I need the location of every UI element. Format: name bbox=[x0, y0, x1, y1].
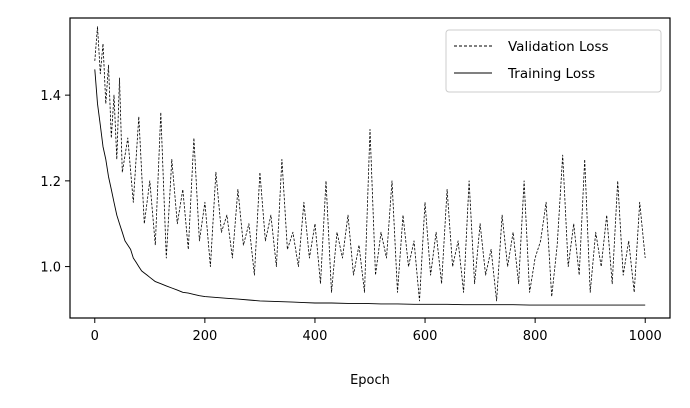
y-tick-label: 1.2 bbox=[40, 175, 61, 190]
y-tick-label: 1.0 bbox=[40, 261, 61, 276]
x-tick-label: 800 bbox=[523, 329, 548, 344]
legend: Validation Loss Training Loss bbox=[445, 29, 662, 93]
legend-label-validation: Validation Loss bbox=[508, 39, 609, 55]
x-tick-label: 1000 bbox=[629, 329, 662, 344]
plot-frame bbox=[69, 17, 671, 319]
x-axis-ticks: 0 200 400 600 800 1000 bbox=[91, 318, 662, 344]
x-tick-label: 200 bbox=[192, 329, 217, 344]
x-tick-label: 600 bbox=[413, 329, 438, 344]
validation-loss-line bbox=[94, 26, 646, 302]
training-loss-line bbox=[94, 69, 646, 306]
x-axis-label: Epoch bbox=[350, 373, 390, 388]
y-tick-label: 1.4 bbox=[40, 89, 61, 104]
legend-label-training: Training Loss bbox=[507, 66, 595, 82]
x-tick-label: 0 bbox=[91, 329, 99, 344]
y-axis-ticks: 1.0 1.2 1.4 bbox=[40, 89, 70, 276]
series-layer bbox=[94, 26, 646, 306]
legend-box bbox=[445, 29, 662, 93]
x-tick-label: 400 bbox=[303, 329, 328, 344]
